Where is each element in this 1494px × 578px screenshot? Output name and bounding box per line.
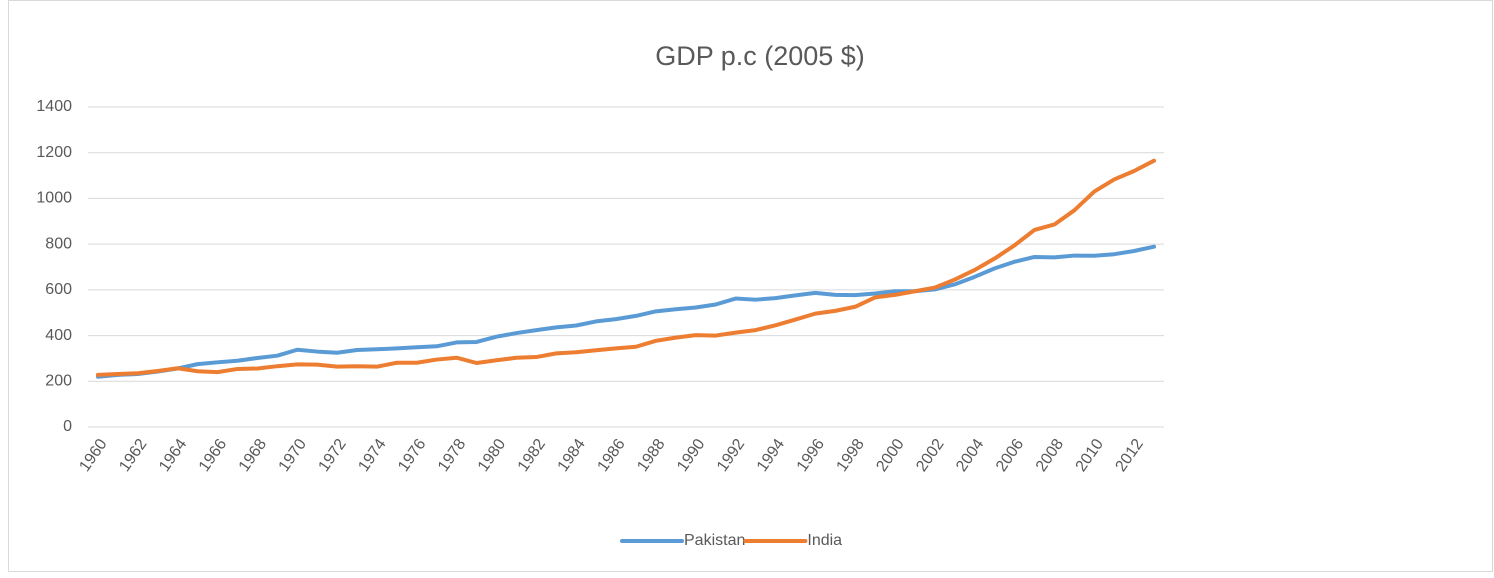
line-series — [95, 158, 1157, 377]
y-tick-label: 600 — [45, 281, 72, 298]
y-tick-label: 0 — [63, 418, 72, 435]
line-series — [95, 244, 1157, 379]
legend-label: India — [807, 532, 842, 549]
y-tick-label: 800 — [45, 235, 72, 252]
chart-border — [8, 0, 1493, 572]
y-tick-label: 1200 — [36, 144, 72, 161]
chart-title: GDP p.c (2005 $) — [655, 41, 865, 71]
y-tick-label: 400 — [45, 327, 72, 344]
y-tick-label: 1400 — [36, 98, 72, 115]
y-tick-label: 200 — [45, 373, 72, 390]
legend-label: Pakistan — [684, 532, 745, 549]
y-tick-label: 1000 — [36, 190, 72, 207]
